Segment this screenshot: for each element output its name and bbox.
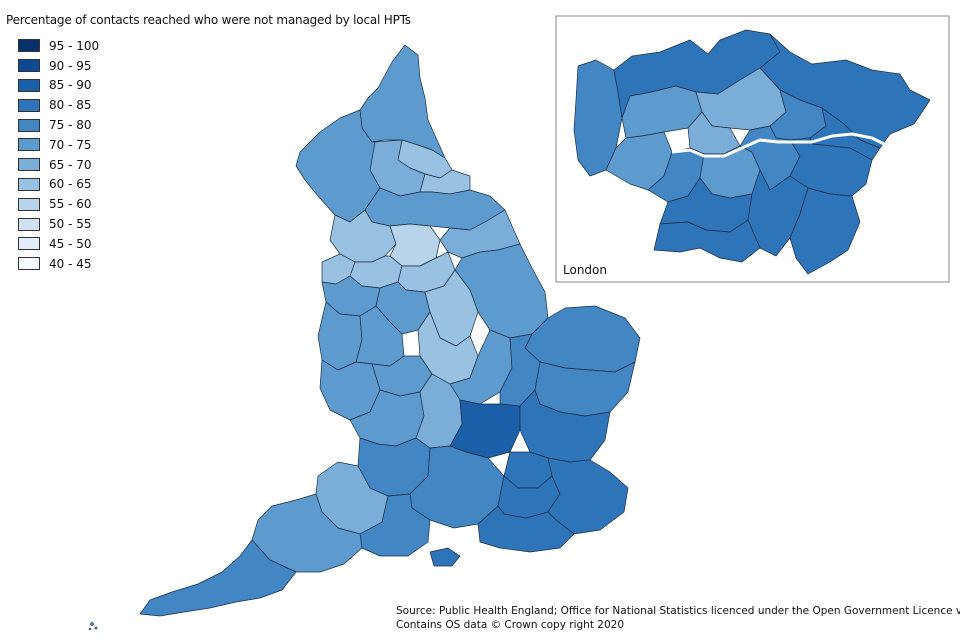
legend-swatch — [18, 177, 40, 191]
legend-entry: 90 - 95 — [18, 56, 99, 76]
legend-label: 75 - 80 — [49, 118, 92, 133]
legend-label: 45 - 50 — [49, 236, 92, 251]
legend-swatch — [18, 237, 40, 251]
scilly-islands — [88, 622, 98, 631]
legend-entry: 65 - 70 — [18, 155, 99, 175]
legend-swatch — [18, 257, 40, 271]
legend-entry: 60 - 65 — [18, 175, 99, 195]
legend-entry: 85 - 90 — [18, 76, 99, 96]
legend-label: 80 - 85 — [49, 98, 92, 113]
legend-label: 70 - 75 — [49, 137, 92, 152]
legend-swatch — [18, 39, 40, 53]
legend-entry: 45 - 50 — [18, 234, 99, 254]
legend-entry: 70 - 75 — [18, 135, 99, 155]
region-dorset — [359, 493, 431, 557]
legend-label: 55 - 60 — [49, 197, 92, 212]
legend-entry: 50 - 55 — [18, 214, 99, 234]
legend-swatch — [18, 98, 40, 112]
legend: 95 - 100 90 - 95 85 - 90 80 - 85 75 - 80 70 -… — [18, 36, 99, 274]
legend-swatch — [18, 78, 40, 92]
borough-bromley — [789, 187, 861, 275]
legend-entry: 75 - 80 — [18, 115, 99, 135]
legend-entry: 95 - 100 — [18, 36, 99, 56]
map-title: Percentage of contacts reached who were … — [6, 13, 411, 27]
legend-label: 60 - 65 — [49, 177, 92, 192]
source-line-2: Contains OS data © Crown copy right 2020 — [396, 619, 625, 631]
legend-entry: 55 - 60 — [18, 194, 99, 214]
legend-entry: 80 - 85 — [18, 95, 99, 115]
region-cornwall — [139, 539, 297, 617]
legend-label: 85 - 90 — [49, 78, 92, 93]
legend-swatch — [18, 158, 40, 172]
legend-swatch — [18, 118, 40, 132]
region-lancashire — [329, 209, 397, 263]
source-note: Source: Public Health England; Office fo… — [396, 604, 960, 632]
thames-river — [671, 132, 885, 158]
legend-label: 90 - 95 — [49, 58, 92, 73]
region-cumbria — [295, 109, 381, 223]
source-line-1: Source: Public Health England; Office fo… — [396, 605, 960, 617]
legend-label: 95 - 100 — [49, 38, 100, 53]
england-map — [139, 44, 641, 617]
legend-swatch — [18, 138, 40, 152]
region-isle-of-wight — [429, 547, 461, 567]
legend-label: 65 - 70 — [49, 157, 92, 172]
london-inset-label: London — [563, 263, 607, 277]
legend-swatch — [18, 197, 40, 211]
region-sussex — [477, 505, 575, 553]
region-kent — [547, 457, 629, 535]
legend-label: 40 - 45 — [49, 256, 92, 271]
borough-outer-sw — [653, 219, 761, 263]
legend-swatch — [18, 59, 40, 73]
london-inset: London — [555, 15, 950, 283]
legend-swatch — [18, 217, 40, 231]
region-buckinghamshire — [449, 399, 521, 459]
legend-entry: 40 - 45 — [18, 254, 99, 274]
legend-label: 50 - 55 — [49, 217, 92, 232]
